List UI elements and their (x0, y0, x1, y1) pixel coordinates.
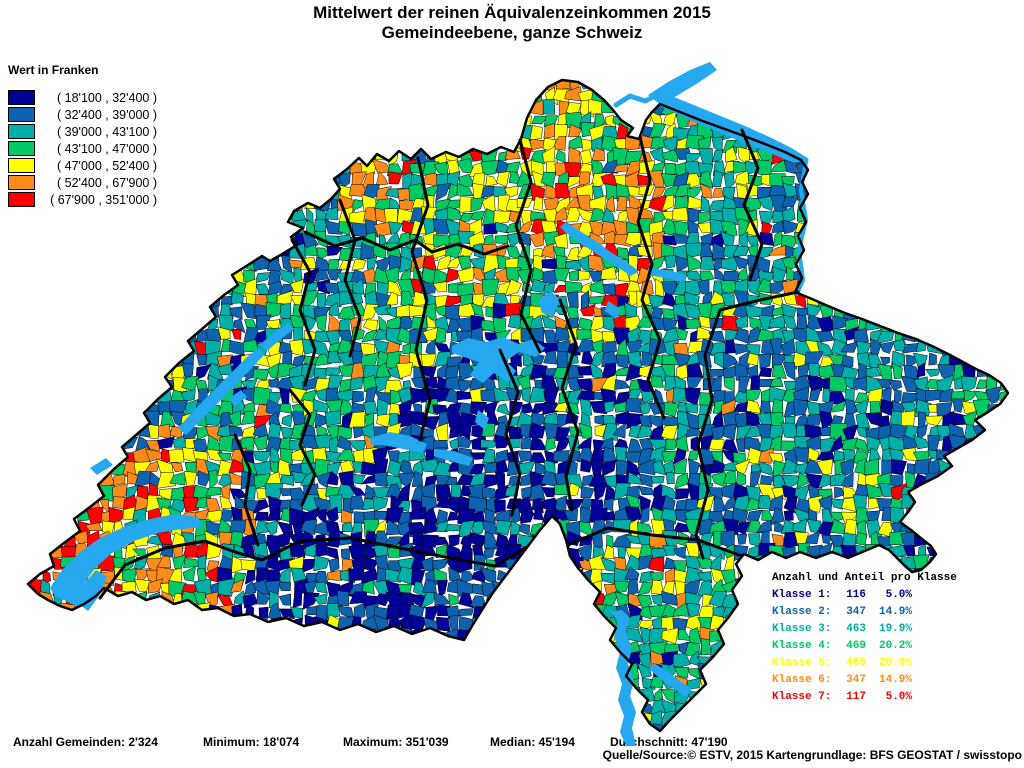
ct-count: 463 (846, 623, 866, 635)
legend-swatch-class-1 (8, 90, 35, 105)
class-count-row-3: Klasse 3: 463 19.9% (772, 621, 957, 638)
legend-swatch-class-2 (8, 107, 35, 122)
ct-share: 20.0% (878, 657, 912, 669)
ct-share: 19.9% (878, 623, 912, 635)
ct-label: Klasse 2: (772, 606, 832, 618)
class-count-row-2: Klasse 2: 347 14.9% (772, 604, 957, 621)
footer-stat-1: Minimum: 18'074 (203, 735, 300, 749)
legend-range-label: ( 47'000 , 52'400 ) (57, 158, 157, 173)
class-count-row-5: Klasse 5: 465 20.0% (772, 655, 957, 672)
legend-swatch-class-7 (8, 192, 35, 207)
legend-range-label: ( 32'400 , 39'000 ) (57, 107, 157, 122)
legend-item-class-3: ( 39'000 , 43'100 ) (8, 123, 157, 140)
footer-stat-2: Maximum: 351'039 (343, 735, 449, 749)
legend-swatch-class-3 (8, 124, 35, 139)
legend-item-class-6: ( 52'400 , 67'900 ) (8, 174, 157, 191)
legend-heading: Wert in Franken (8, 63, 99, 77)
legend-swatch-class-4 (8, 141, 35, 156)
legend-item-class-2: ( 32'400 , 39'000 ) (8, 106, 157, 123)
ct-share: 20.2% (878, 640, 912, 652)
ct-label: Klasse 5: (772, 657, 832, 669)
footer-stat-4: Durchschnitt: 47'190 (610, 735, 728, 749)
class-count-table: Anzahl und Anteil pro Klasse Klasse 1: 11… (772, 570, 957, 706)
map-title: Mittelwert der reinen Äquivalenzeinkomme… (0, 3, 1024, 43)
ct-label: Klasse 1: (772, 589, 832, 601)
legend: Wert in Franken ( 18'100 , 32'400 ) ( 32'… (8, 63, 157, 208)
title-line-2: Gemeindeebene, ganze Schweiz (381, 23, 643, 42)
legend-items: ( 18'100 , 32'400 ) ( 32'400 , 39'000 ) ( … (8, 89, 157, 208)
class-count-row-1: Klasse 1: 116 5.0% (772, 587, 957, 604)
legend-range-label: ( 52'400 , 67'900 ) (57, 175, 157, 190)
ct-count: 465 (846, 657, 866, 669)
ct-share: 14.9% (878, 606, 912, 618)
legend-item-class-5: ( 47'000 , 52'400 ) (8, 157, 157, 174)
footer-stat-3: Median: 45'194 (490, 735, 575, 749)
ct-label: Klasse 4: (772, 640, 832, 652)
class-table-heading: Anzahl und Anteil pro Klasse (772, 572, 957, 584)
legend-swatch-class-5 (8, 158, 35, 173)
legend-item-class-4: ( 43'100 , 47'000 ) (8, 140, 157, 157)
ct-count: 116 (846, 589, 866, 601)
ct-label: Klasse 6: (772, 674, 832, 686)
legend-swatch-class-6 (8, 175, 35, 190)
ct-share: 14.9% (878, 674, 912, 686)
ct-count: 347 (846, 606, 866, 618)
title-line-1: Mittelwert der reinen Äquivalenzeinkomme… (313, 3, 711, 22)
class-table-rows: Klasse 1: 116 5.0% Klasse 2: 347 14.9% Klasse … (772, 587, 957, 706)
class-count-row-4: Klasse 4: 469 20.2% (772, 638, 957, 655)
ct-label: Klasse 3: (772, 623, 832, 635)
ct-label: Klasse 7: (772, 691, 832, 703)
legend-item-class-1: ( 18'100 , 32'400 ) (8, 89, 157, 106)
legend-range-label: ( 39'000 , 43'100 ) (57, 124, 157, 139)
ct-count: 469 (846, 640, 866, 652)
ct-share: 5.0% (885, 691, 912, 703)
legend-item-class-7: ( 67'900 , 351'000 ) (8, 191, 157, 208)
class-count-row-7: Klasse 7: 117 5.0% (772, 689, 957, 706)
class-count-row-6: Klasse 6: 347 14.9% (772, 672, 957, 689)
source-attribution: Quelle/Source:© ESTV, 2015 Kartengrundla… (602, 748, 1022, 762)
ct-count: 347 (846, 674, 866, 686)
legend-range-label: ( 67'900 , 351'000 ) (50, 192, 157, 207)
legend-range-label: ( 18'100 , 32'400 ) (57, 90, 157, 105)
ct-count: 117 (846, 691, 866, 703)
ct-share: 5.0% (885, 589, 912, 601)
footer-stat-0: Anzahl Gemeinden: 2'324 (13, 735, 158, 749)
legend-range-label: ( 43'100 , 47'000 ) (57, 141, 157, 156)
